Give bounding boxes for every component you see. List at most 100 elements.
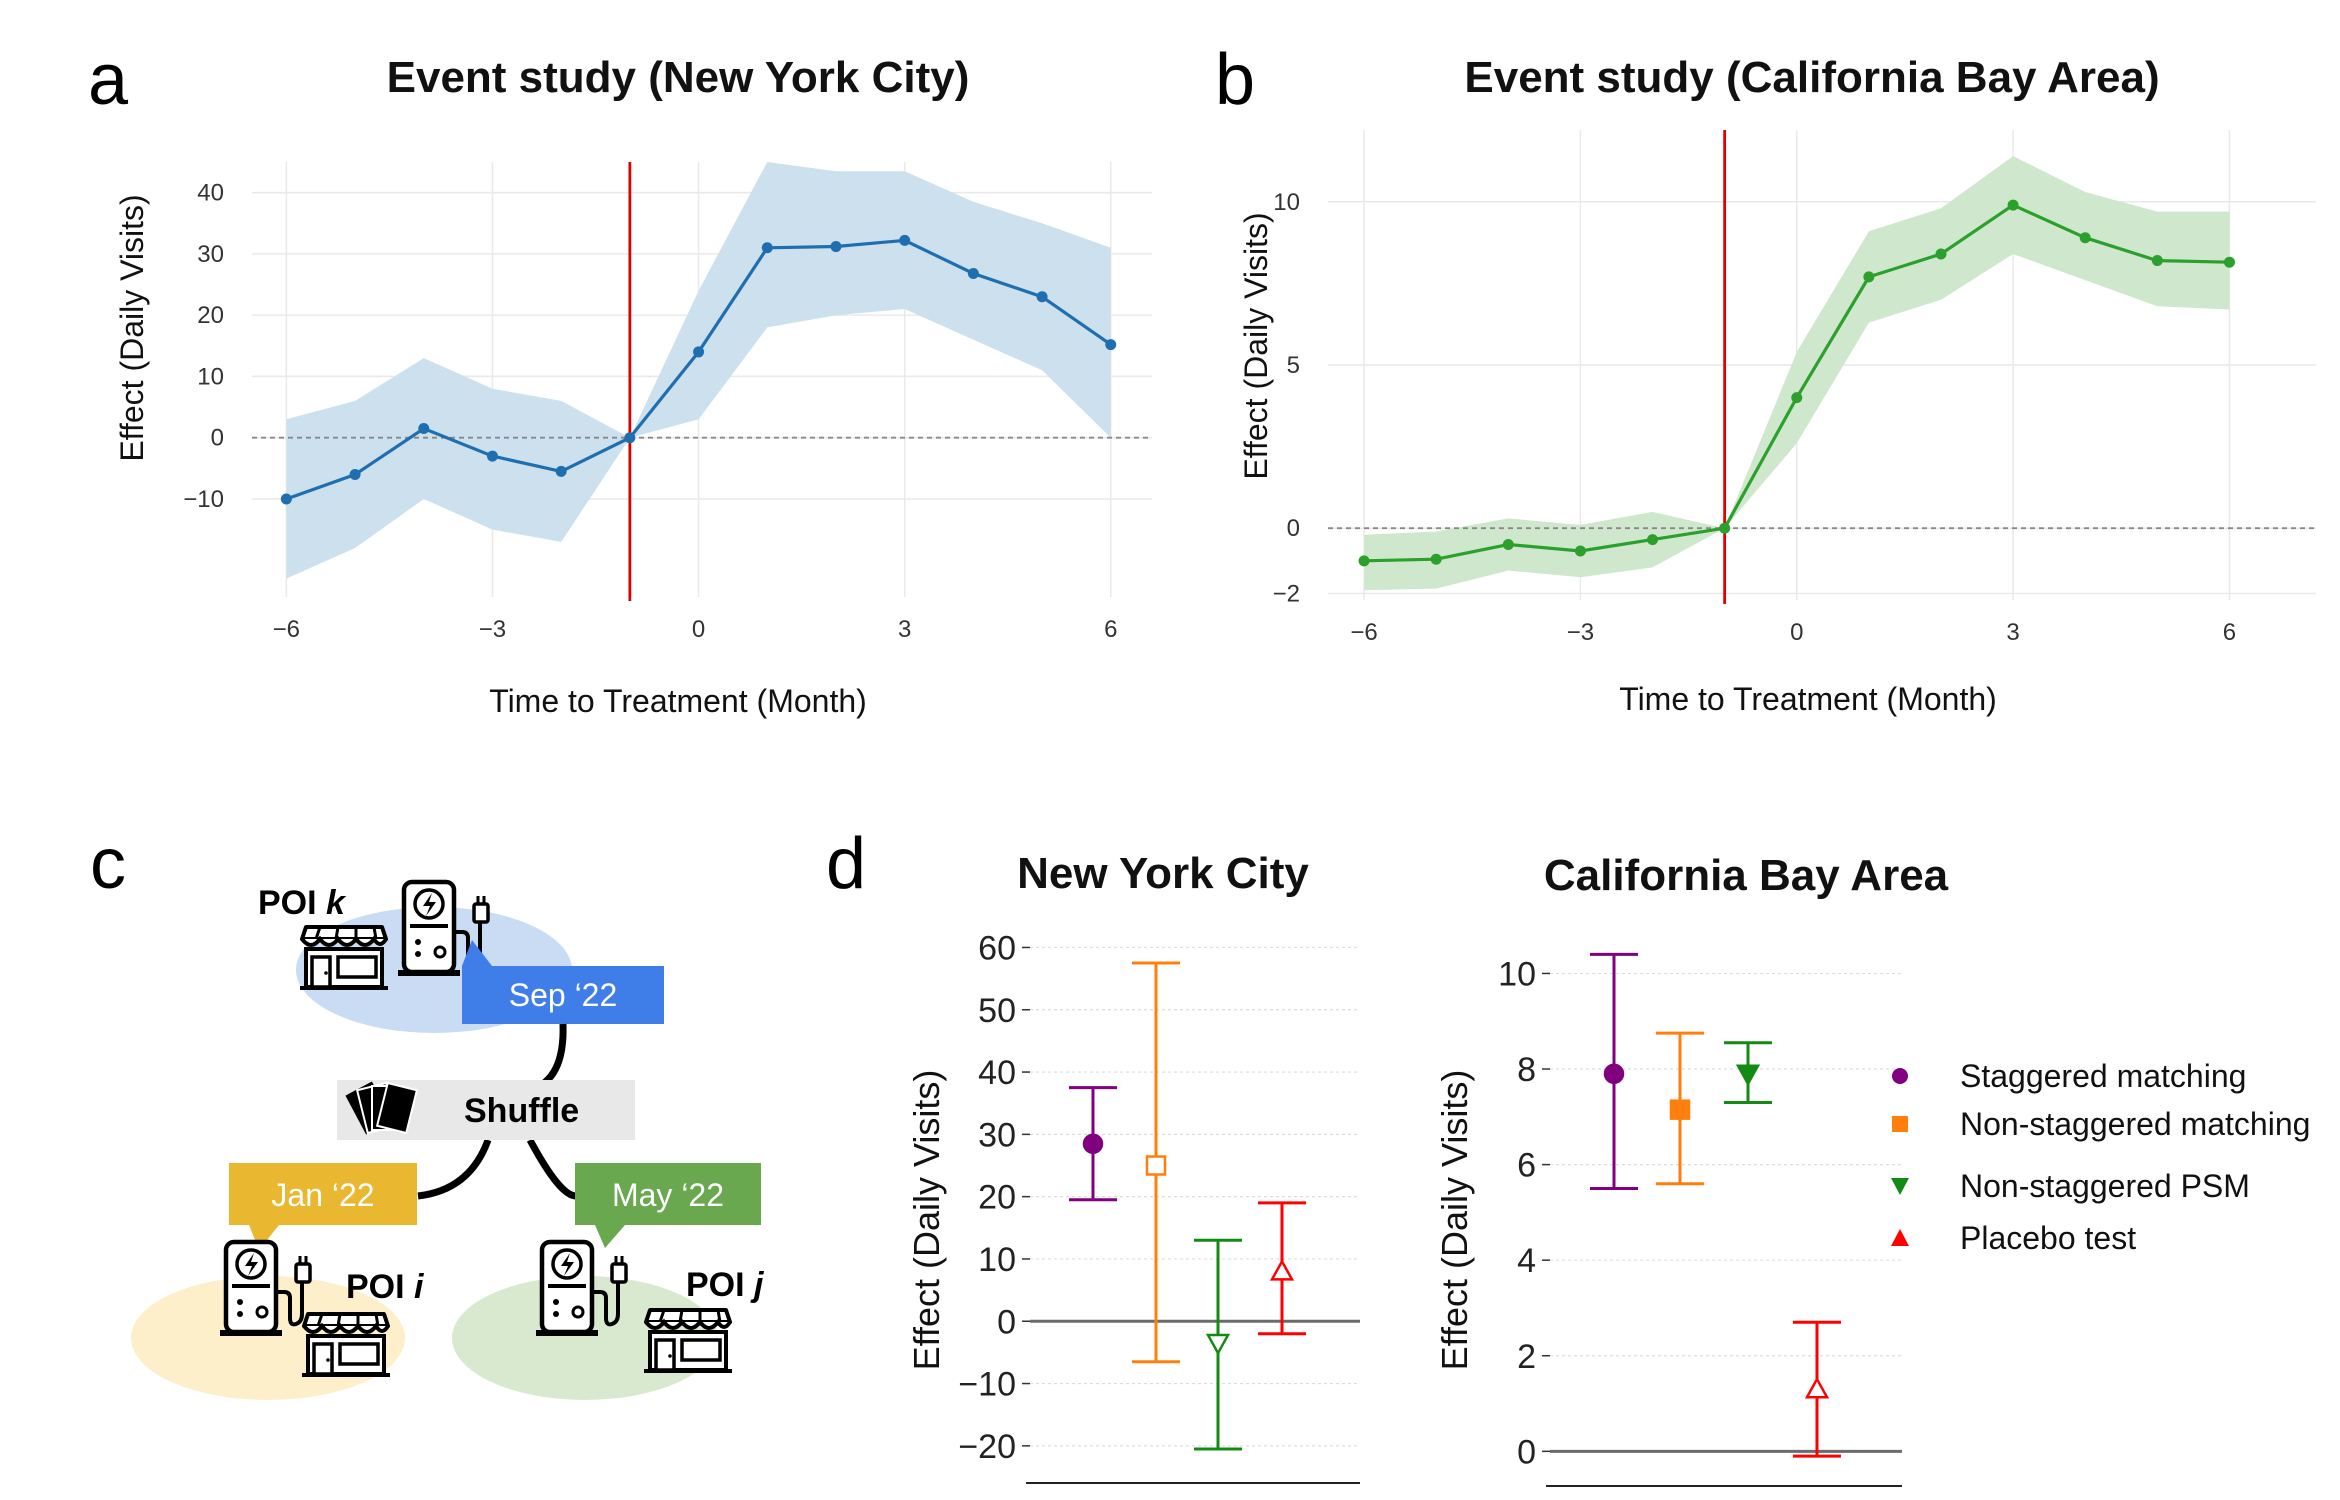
- cards-icon: [345, 1081, 419, 1135]
- y-tick-label: 8: [1517, 1051, 1536, 1089]
- legend-label: Staggered matching: [1960, 1058, 2246, 1094]
- y-tick-label: 2: [1517, 1338, 1536, 1376]
- y-tick-label: 10: [197, 363, 224, 390]
- chart-a-ylabel: Effect (Daily Visits): [114, 194, 150, 461]
- chart-d2-ylabel: Effect (Daily Visits): [1434, 1070, 1475, 1371]
- data-point: [2223, 256, 2235, 268]
- chart-d1-title: New York City: [1017, 849, 1309, 898]
- legend-marker: [1892, 1068, 1908, 1084]
- panel-letter-c: c: [90, 824, 126, 904]
- x-tick-label: 6: [1104, 616, 1117, 643]
- data-point: [2151, 255, 2163, 267]
- y-tick-label: 20: [978, 1179, 1016, 1217]
- poi-j-date: May ‘22: [612, 1177, 724, 1213]
- data-point: [555, 465, 567, 477]
- poi-k-date: Sep ‘22: [509, 977, 618, 1013]
- y-tick-label: 30: [978, 1116, 1016, 1154]
- legend-label: Placebo test: [1960, 1220, 2136, 1256]
- panel-letter-b: b: [1215, 40, 1255, 120]
- point-marker: [1804, 1376, 1830, 1399]
- errorbar-non-staggered-psm: [1194, 1238, 1242, 1451]
- chart-a-xlabel: Time to Treatment (Month): [489, 683, 867, 719]
- poi-i-prefix: POI: [346, 1268, 414, 1306]
- data-point: [1358, 555, 1370, 567]
- data-point: [1574, 545, 1586, 557]
- x-tick-label: 3: [898, 616, 911, 643]
- store-icon: [642, 1308, 734, 1373]
- data-point: [1502, 539, 1514, 551]
- y-tick-label: 40: [978, 1054, 1016, 1092]
- errorbar-non-staggered-matching: [1656, 1031, 1704, 1186]
- x-tick-label: 0: [692, 616, 705, 643]
- data-point: [486, 450, 498, 462]
- y-tick-label: 5: [1287, 352, 1300, 379]
- data-point: [830, 241, 842, 253]
- legend-triangle-up-marker: [1891, 1229, 1909, 1246]
- point-marker: [1735, 1064, 1761, 1087]
- y-tick-label: 0: [211, 425, 224, 452]
- point-marker: [1145, 1155, 1167, 1176]
- connector-shuffle-j: [526, 1138, 577, 1200]
- poi-i-date-callout: Jan ‘22: [229, 1163, 417, 1250]
- y-tick-label: 50: [978, 992, 1016, 1030]
- shuffle-label: Shuffle: [464, 1092, 579, 1130]
- errorbar-staggered-matching: [1069, 1086, 1117, 1202]
- y-tick-label: 40: [197, 180, 224, 207]
- poi-k-label: POI k: [258, 884, 347, 922]
- legend-triangle-down-marker: [1891, 1178, 1909, 1195]
- chart-d1: −20 −10 0 10 20 30 40 50 60: [958, 929, 1360, 1484]
- x-tick-label: 0: [1790, 619, 1803, 646]
- data-point: [899, 234, 911, 246]
- chart-d2-title: California Bay Area: [1544, 851, 1949, 900]
- point-marker: [1603, 1063, 1625, 1085]
- panel-letter-a: a: [88, 40, 129, 120]
- poi-j-date-callout: May ‘22: [575, 1163, 761, 1248]
- errorbar-staggered-matching: [1590, 952, 1638, 1190]
- data-point: [280, 493, 292, 505]
- poi-j-prefix: POI: [686, 1266, 754, 1304]
- data-point: [1647, 534, 1659, 546]
- point-marker: [1205, 1333, 1231, 1356]
- y-tick-label: 0: [1517, 1433, 1536, 1471]
- data-point: [1935, 248, 1947, 260]
- poi-k-date-callout: Sep ‘22: [462, 940, 664, 1024]
- legend-marker: [1891, 1178, 1909, 1195]
- poi-i-label: POI i: [346, 1268, 425, 1306]
- x-tick-label: −6: [273, 616, 300, 643]
- y-tick-label: −10: [183, 486, 224, 513]
- legend-square-marker: [1892, 1116, 1908, 1132]
- chart-a: −6 −3 0 3 6 −10 0 10 20 30 40: [183, 162, 1152, 643]
- x-tick-label: −6: [1350, 619, 1377, 646]
- y-tick-label: 6: [1517, 1147, 1536, 1185]
- data-point: [1105, 339, 1117, 351]
- chart-b-title: Event study (California Bay Area): [1464, 53, 2159, 102]
- legend: Staggered matching Non-staggered matching…: [1891, 1058, 2310, 1256]
- y-tick-label: 20: [197, 302, 224, 329]
- x-tick-label: −3: [1567, 619, 1594, 646]
- data-point: [1791, 392, 1803, 404]
- poi-k-var: k: [326, 884, 347, 922]
- data-point: [693, 346, 705, 358]
- y-tick-label: 10: [1498, 955, 1536, 993]
- y-tick-label: 30: [197, 241, 224, 268]
- legend-label: Non-staggered matching: [1960, 1106, 2310, 1142]
- poi-k-prefix: POI: [258, 884, 326, 922]
- poi-j-var: j: [750, 1266, 765, 1304]
- poi-i-var: i: [414, 1268, 425, 1306]
- errorbar-non-staggered-psm: [1724, 1041, 1772, 1104]
- poi-j-label: POI j: [686, 1266, 765, 1304]
- store-icon: [300, 1312, 392, 1377]
- point-marker: [1269, 1258, 1295, 1281]
- chart-a-title: Event study (New York City): [387, 53, 970, 102]
- data-point: [2079, 232, 2091, 244]
- y-tick-label: 4: [1517, 1242, 1536, 1280]
- x-tick-label: 6: [2223, 619, 2236, 646]
- y-tick-label: 10: [978, 1241, 1016, 1279]
- y-tick-label: −10: [958, 1366, 1016, 1404]
- point-marker: [1669, 1099, 1691, 1120]
- confidence-band: [1364, 156, 2230, 591]
- poi-i-date: Jan ‘22: [271, 1177, 374, 1213]
- x-tick-label: 3: [2006, 619, 2019, 646]
- legend-marker: [1891, 1229, 1909, 1246]
